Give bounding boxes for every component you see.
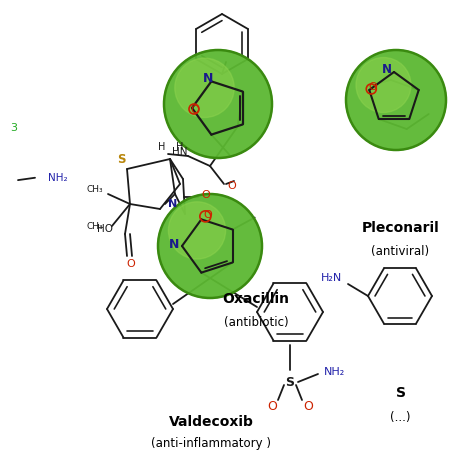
Text: Valdecoxib: Valdecoxib [168, 415, 254, 429]
Text: (anti-inflammatory ): (anti-inflammatory ) [151, 437, 271, 450]
Text: N: N [168, 199, 178, 209]
Text: H: H [158, 142, 166, 152]
Text: O: O [203, 210, 212, 220]
Text: (antiviral): (antiviral) [372, 245, 429, 258]
Circle shape [356, 57, 411, 112]
Text: O: O [191, 105, 200, 115]
Text: CH₃: CH₃ [87, 184, 103, 193]
Text: S: S [285, 375, 294, 389]
Text: NH₂: NH₂ [324, 367, 346, 377]
Text: O: O [201, 190, 210, 200]
Circle shape [164, 50, 272, 158]
Text: Oxacillin: Oxacillin [222, 292, 290, 306]
Text: 3: 3 [10, 123, 18, 133]
Text: (...): (...) [390, 410, 411, 424]
Text: H: H [176, 142, 184, 152]
Text: S: S [395, 386, 406, 401]
Text: N: N [169, 237, 179, 250]
Text: O: O [228, 181, 237, 191]
Text: Pleconaril: Pleconaril [362, 220, 439, 235]
Text: N: N [382, 63, 392, 75]
Text: HN: HN [172, 147, 188, 157]
Circle shape [175, 58, 234, 118]
Text: HO: HO [97, 224, 113, 234]
Text: NH₂: NH₂ [48, 173, 68, 183]
Text: H₂N: H₂N [321, 273, 343, 283]
Text: O: O [267, 401, 277, 413]
Text: (antibiotic): (antibiotic) [224, 316, 288, 329]
Circle shape [158, 194, 262, 298]
Text: S: S [117, 153, 125, 165]
Text: O: O [368, 82, 377, 92]
Circle shape [168, 202, 226, 259]
Text: N: N [203, 72, 213, 85]
Text: O: O [127, 259, 136, 269]
Text: O: O [303, 401, 313, 413]
Circle shape [346, 50, 446, 150]
Text: CH₃: CH₃ [87, 221, 103, 230]
